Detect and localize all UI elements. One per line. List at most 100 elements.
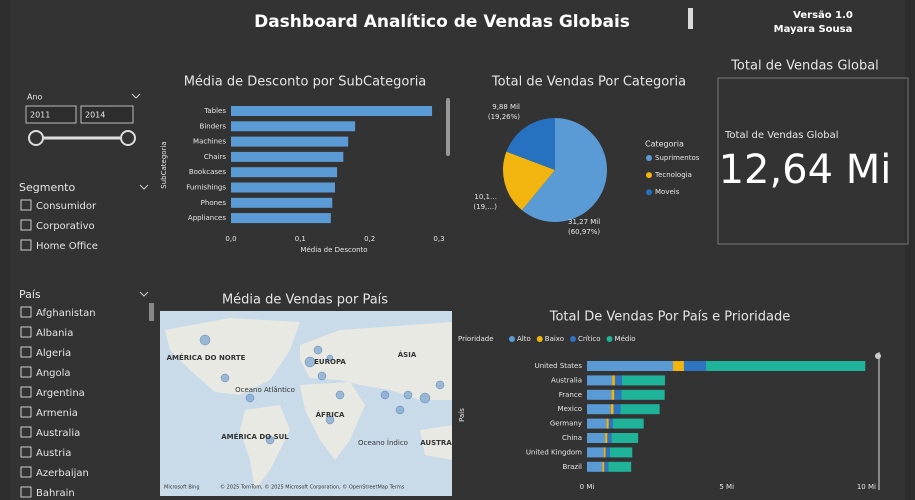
y-axis-title: SubCategoria <box>160 141 168 188</box>
checkbox[interactable] <box>20 306 32 318</box>
slider-handle[interactable] <box>120 130 136 146</box>
x-tick-label: 0,0 <box>225 235 236 243</box>
legend-title: Prioridade <box>458 335 494 343</box>
map-label: Oceano Índico <box>358 438 408 447</box>
bar <box>231 197 333 208</box>
legend-marker <box>606 336 613 342</box>
year-to-input[interactable] <box>80 105 134 124</box>
legend-label[interactable]: Tecnologia <box>654 171 692 179</box>
year-from: 2011 <box>30 111 50 120</box>
y-tick-label: Chairs <box>204 153 226 161</box>
scrollbar[interactable] <box>878 352 880 490</box>
legend-label[interactable]: Alto <box>517 335 531 343</box>
chevron[interactable] <box>131 93 141 99</box>
chevron[interactable] <box>139 291 149 297</box>
bar-segment <box>603 447 606 458</box>
y-tick-label: Binders <box>200 122 227 130</box>
chart-title: Média de Desconto por SubCategoria <box>184 75 427 90</box>
legend-label[interactable]: Crítico <box>578 335 601 343</box>
legend-label[interactable]: Moveis <box>655 188 680 196</box>
bar-segment <box>608 418 613 429</box>
legend-marker <box>570 336 577 342</box>
map-label: ÁFRICA <box>316 410 345 419</box>
option-label: Armenia <box>36 408 78 419</box>
option-label: Albania <box>36 328 73 339</box>
bar-segment <box>673 361 684 371</box>
slider-handle[interactable] <box>28 130 44 146</box>
pie-slice <box>521 117 608 223</box>
map-brand: Microsoft Bing <box>164 485 200 491</box>
checkbox[interactable] <box>20 239 32 251</box>
pie-slice <box>503 151 555 211</box>
scroll-handle[interactable] <box>875 353 881 359</box>
bar-segment <box>612 418 644 429</box>
y-tick-label: Australia <box>551 376 582 384</box>
year-from-input[interactable] <box>25 105 77 124</box>
bar-segment <box>587 375 613 386</box>
card-label: Total de Vendas Global <box>724 130 839 141</box>
slicer-label: País <box>19 288 41 301</box>
legend-label[interactable]: Médio <box>615 335 636 343</box>
map-attribution: © 2025 TomTom, © 2025 Microsoft Corporat… <box>220 484 405 491</box>
bar-segment <box>587 433 606 443</box>
checkbox[interactable] <box>20 386 32 398</box>
checkbox[interactable] <box>20 366 32 378</box>
bar-segment <box>587 404 611 415</box>
checkbox[interactable] <box>20 199 32 211</box>
data-label: (19,…) <box>473 203 497 211</box>
bar-segment <box>604 461 609 472</box>
option-label: Australia <box>36 428 80 439</box>
option-label: Afghanistan <box>36 308 96 319</box>
card <box>717 77 909 245</box>
data-label: (60,97%) <box>568 228 600 236</box>
data-label: 9,88 Mil <box>492 103 520 111</box>
checkbox[interactable] <box>20 406 32 418</box>
card-title: Total de Vendas Global <box>730 59 879 74</box>
option-label: Algeria <box>36 348 71 359</box>
option-label: Austria <box>36 448 71 459</box>
chevron[interactable] <box>139 184 149 190</box>
bar-segment <box>614 389 622 400</box>
version: Versão 1.0 <box>793 10 853 21</box>
checkbox[interactable] <box>20 326 32 338</box>
x-tick-label: 0,3 <box>433 235 444 243</box>
legend-marker <box>509 336 515 342</box>
checkbox[interactable] <box>20 426 32 438</box>
land <box>165 318 300 395</box>
bar-segment <box>612 375 615 386</box>
checkbox[interactable] <box>20 466 32 478</box>
x-tick-label: 5 Mi <box>719 483 734 491</box>
author: Mayara Sousa <box>774 24 853 35</box>
checkbox[interactable] <box>20 446 32 458</box>
checkbox[interactable] <box>20 486 32 498</box>
land <box>420 425 452 460</box>
y-tick-label: Furnishings <box>186 184 226 192</box>
checkbox[interactable] <box>20 346 32 358</box>
x-axis-title: Média de Desconto <box>300 246 367 254</box>
bar <box>231 167 338 178</box>
y-tick-label: France <box>559 391 582 399</box>
legend-title: Categoria <box>645 140 684 149</box>
legend-marker <box>536 336 543 342</box>
checkbox[interactable] <box>20 219 32 231</box>
bar-segment <box>611 389 615 400</box>
scrollbar[interactable] <box>446 98 450 156</box>
y-tick-label: United Kingdom <box>526 448 582 456</box>
x-tick-label: 0,1 <box>295 235 306 243</box>
map-label: AMÉRICA DO NORTE <box>167 353 246 362</box>
scrollbar[interactable] <box>149 303 154 321</box>
bar-segment <box>605 447 610 458</box>
legend-label[interactable]: Baixo <box>545 335 564 343</box>
bar <box>231 213 331 224</box>
y-tick-label: Mexico <box>558 405 582 413</box>
legend-label[interactable]: Suprimentos <box>655 154 700 162</box>
bar-segment <box>587 447 604 458</box>
y-tick-label: Bookcases <box>189 168 227 176</box>
bar-segment <box>614 375 622 386</box>
canvas <box>10 0 905 500</box>
y-tick-label: Phones <box>201 199 227 207</box>
bar-segment <box>587 361 674 371</box>
bar-segment <box>587 418 607 429</box>
bar-segment <box>607 433 612 443</box>
